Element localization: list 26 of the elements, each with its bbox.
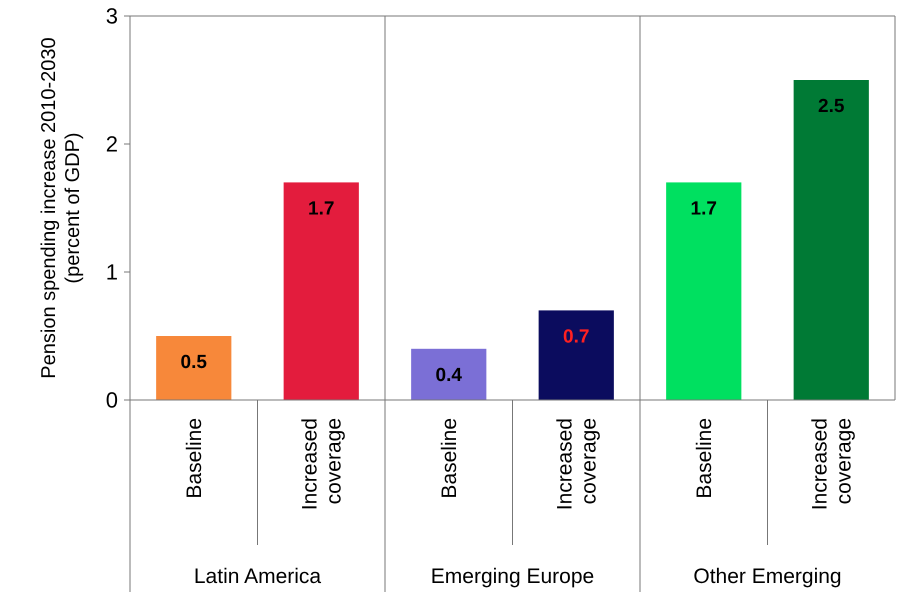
bar — [538, 310, 614, 400]
x-tick-label: Increased coverage — [298, 418, 346, 510]
bar — [284, 182, 359, 400]
bar — [411, 348, 486, 400]
text: Other Emerging — [693, 565, 842, 588]
y-tick-label: 3 — [106, 4, 118, 29]
y-tick-label: 2 — [106, 132, 118, 157]
data-label: 2.5 — [818, 96, 845, 117]
text: Latin America — [194, 565, 322, 588]
data-label: 0.4 — [436, 364, 462, 386]
data-label: 1.7 — [308, 198, 334, 220]
bar — [156, 336, 232, 400]
data-label: 0.7 — [563, 326, 590, 348]
bar — [666, 182, 742, 400]
y-tick-label: 0 — [106, 388, 118, 413]
x-tick-label: Increased coverage — [553, 418, 600, 510]
x-tick-label: Baseline — [692, 418, 716, 499]
x-tick-label: Increased coverage — [808, 418, 856, 510]
data-label: 0.5 — [180, 352, 208, 373]
data-label: 1.7 — [690, 198, 717, 220]
x-tick-label: Baseline — [182, 418, 206, 499]
x-tick-label: Baseline — [438, 418, 461, 499]
y-tick-label: 1 — [106, 260, 118, 285]
y-axis-title: Pension spending increase 2010-2030 (percent of GDP) — [38, 37, 84, 379]
text: Emerging Europe — [430, 565, 594, 588]
bar — [794, 80, 869, 400]
